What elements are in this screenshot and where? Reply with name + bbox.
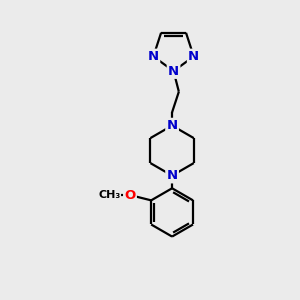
Text: O: O [124,188,136,202]
Text: N: N [167,119,178,132]
Text: N: N [148,50,159,63]
Text: N: N [188,50,199,63]
Text: CH₃: CH₃ [98,190,121,200]
Text: N: N [168,64,179,78]
Text: N: N [167,169,178,182]
